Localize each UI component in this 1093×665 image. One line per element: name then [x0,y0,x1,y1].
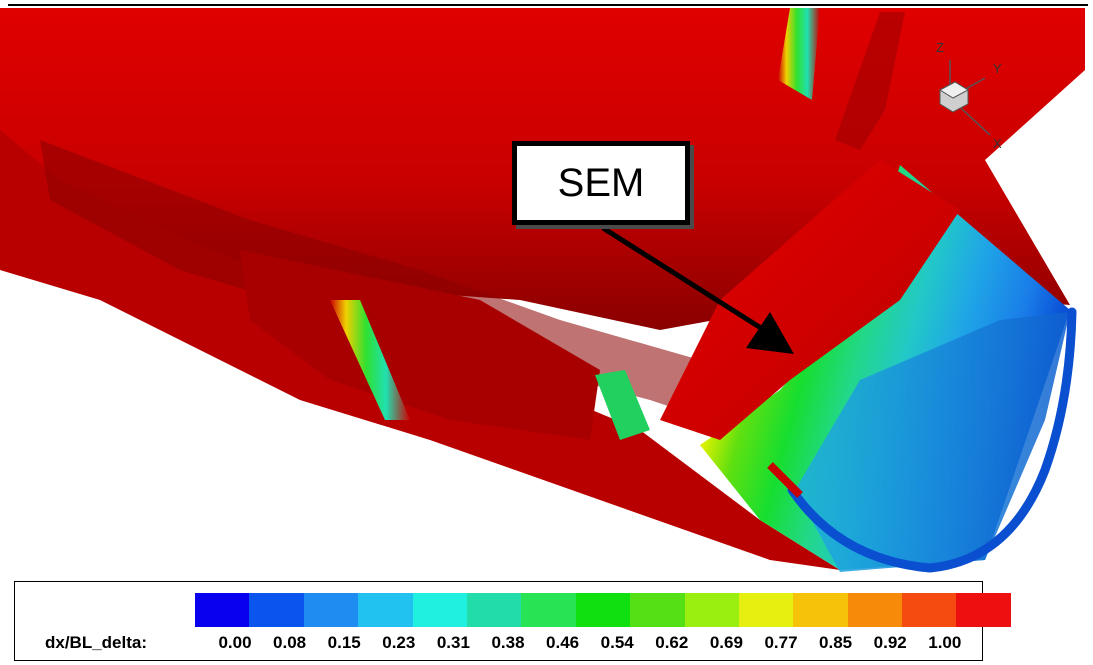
legend-tick-label: 0.38 [491,633,525,652]
body-step-shadow [835,12,905,150]
upper-sem-band [778,8,820,100]
axis-label-z: Z [936,40,944,55]
legend-tick-label: 0.85 [819,633,853,652]
legend-swatch [249,593,304,627]
callout-arrow-head [746,312,794,354]
callout-arrow-line [601,225,774,338]
legend-tick-label: 1.00 [928,633,962,652]
color-legend: dx/BL_delta: 0.00 0.08 0.15 0.23 0.31 0.38 0.4… [14,581,1011,661]
legend-swatch [902,593,957,627]
legend-color-bar [195,593,1011,627]
legend-swatch [847,593,903,627]
legend-tick-label: 0.92 [873,633,907,652]
legend-tick-labels: 0.00 0.08 0.15 0.23 0.31 0.38 0.46 0.54 0.62 0.69… [195,633,1011,655]
legend-swatch [412,593,467,627]
legend-swatch [521,593,576,627]
legend-tick-label: 0.15 [327,633,361,652]
exit-rim-edge [767,462,803,498]
legend-tick-label: 0.69 [709,633,743,652]
legend-tick-label: 0.77 [764,633,798,652]
legend-tick-label: 0.31 [436,633,470,652]
legend-tick-label: 0.00 [218,633,252,652]
legend-swatch [575,593,631,627]
legend-swatch [466,593,522,627]
legend-tick-label: 0.54 [600,633,634,652]
legend-swatch [195,593,250,627]
exit-rim [787,307,1077,573]
axis-label-y: Y [993,61,1002,76]
legend-swatch [738,593,794,627]
axis-label-x: X [993,136,1002,151]
legend-swatch [630,593,685,627]
legend-tick-label: 0.46 [546,633,580,652]
legend-tick-label: 0.08 [273,633,307,652]
sem-callout: SEM [512,141,690,225]
inner-wall [795,312,1070,572]
legend-swatch [793,593,848,627]
lower-green-band [595,370,650,440]
legend-swatch [684,593,739,627]
exit-cap [660,160,960,440]
flap-green-band [330,300,410,420]
legend-tick-label: 0.23 [382,633,416,652]
axes-triad: Z Y X [936,40,1002,151]
legend-tick-label: 0.62 [655,633,689,652]
flap-panel [240,250,600,440]
legend-swatch [303,593,359,627]
legend-swatch [956,593,1011,627]
legend-title: dx/BL_delta: [45,633,148,652]
legend-swatch [358,593,413,627]
